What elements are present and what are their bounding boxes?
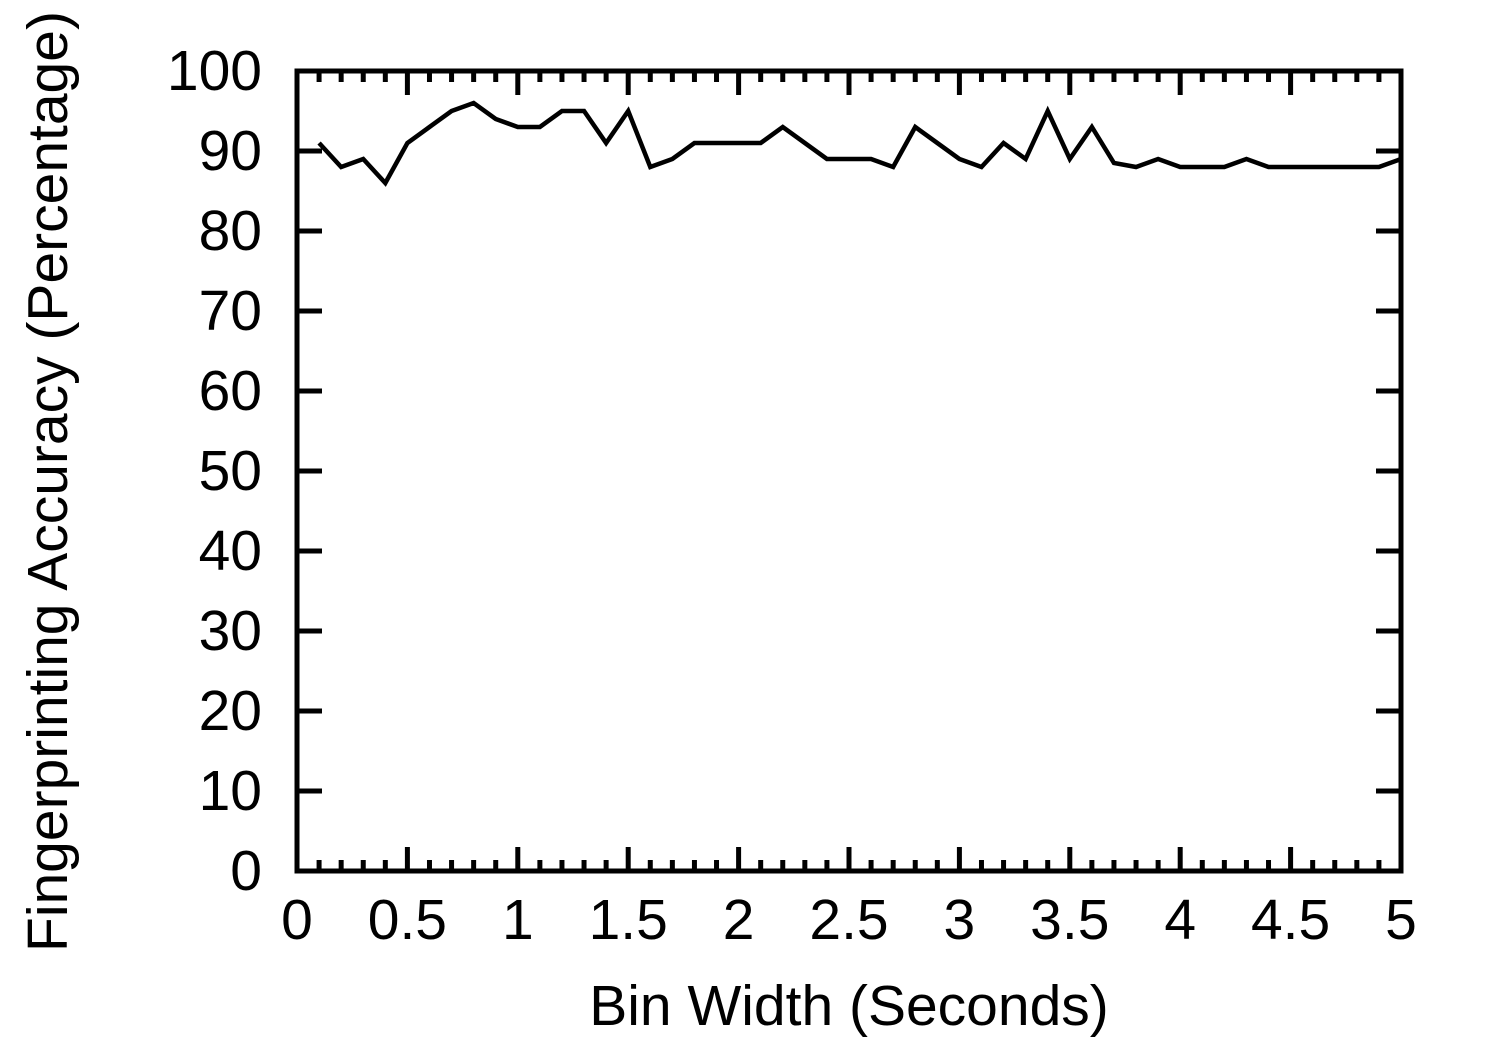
- x-axis-label: Bin Width (Seconds): [589, 974, 1109, 1038]
- data-series: [317, 100, 1402, 187]
- x-tick-label: 0: [281, 888, 313, 952]
- y-tick-label: 50: [198, 439, 262, 503]
- x-tick-label: 3: [943, 888, 976, 952]
- x-tick-label: 4: [1164, 888, 1197, 952]
- y-tick-label: 0: [230, 839, 262, 903]
- y-tick-label: 100: [166, 39, 262, 103]
- x-tick-label: 5: [1385, 888, 1417, 952]
- y-tick-label: 70: [198, 279, 262, 343]
- y-tick-label: 80: [198, 199, 262, 263]
- y-tick-label: 60: [198, 359, 262, 423]
- y-tick-label: 90: [198, 119, 262, 183]
- x-tick-label: 1.5: [588, 888, 668, 952]
- y-tick-label: 10: [198, 759, 262, 823]
- y-tick-label: 30: [198, 599, 262, 663]
- x-tick-label: 0.5: [367, 888, 448, 952]
- x-tick-label: 2.5: [809, 888, 889, 952]
- x-tick-label: 2: [722, 888, 755, 952]
- y-tick-label: 40: [198, 519, 262, 583]
- y-tick-label: 20: [198, 679, 262, 743]
- series-line-fingerprinting-accuracy: [317, 100, 1402, 187]
- x-tick-label: 4.5: [1250, 888, 1331, 952]
- y-axis-label: Fingerprinting Accuracy (Percentage): [16, 11, 80, 952]
- axis-ticks: [294, 68, 1404, 874]
- x-tick-label: 1: [501, 888, 534, 952]
- x-tick-label: 3.5: [1030, 888, 1110, 952]
- plot-frame: [294, 68, 1404, 874]
